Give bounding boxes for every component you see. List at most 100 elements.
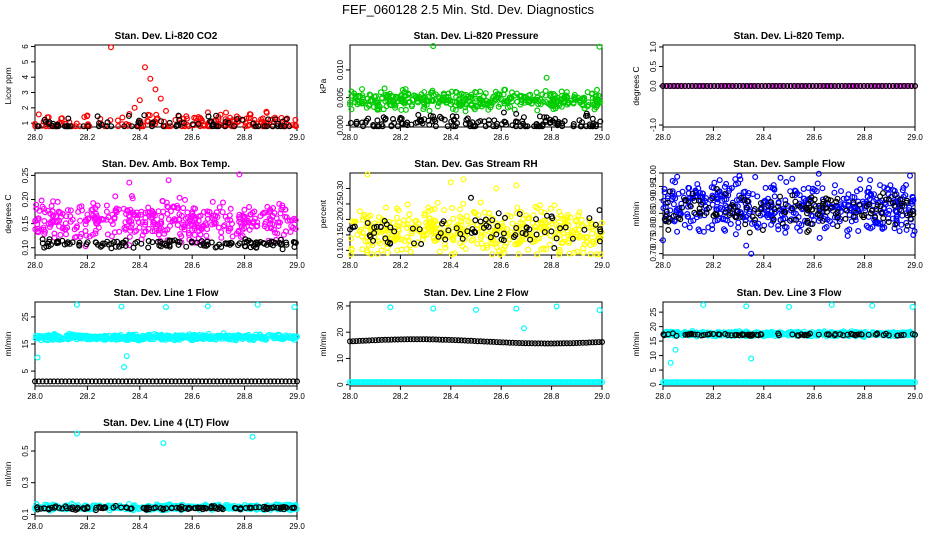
plot2-series1-point xyxy=(423,101,430,108)
plot6-series2-point xyxy=(808,206,815,213)
plot6-xtick-label: 29.0 xyxy=(907,261,923,270)
plot6-series2-point xyxy=(808,194,815,201)
plot4-series2-point xyxy=(270,242,277,249)
plot4-series1-point xyxy=(62,231,69,238)
plot6-series2-point xyxy=(713,211,720,218)
plot6-series2-point xyxy=(885,196,892,203)
plot4-series1-point xyxy=(145,209,152,216)
plot6-series2-point xyxy=(856,201,863,208)
plot5-series2-point xyxy=(435,233,442,240)
plot9-title: Stan. Dev. Line 3 Flow xyxy=(737,288,842,299)
plot6-series2-point xyxy=(823,208,830,215)
plot4-ylabel: degrees C xyxy=(3,194,13,233)
plot4-series2-point xyxy=(93,239,100,246)
plot4-series1-point xyxy=(50,198,57,205)
plot9-series1-point xyxy=(672,346,679,353)
plot2-ylabel: kPa xyxy=(318,78,328,93)
plot6-series1-point xyxy=(744,192,751,199)
plot1-series1-point xyxy=(228,122,235,129)
plot5-series1-point xyxy=(431,206,438,213)
plot2-series1-point xyxy=(452,106,459,113)
plot1-series2-point xyxy=(166,119,173,126)
plot4-series1-point xyxy=(237,215,244,222)
plot8-series1-point xyxy=(553,303,560,310)
plot1-series2-point xyxy=(135,119,142,126)
plot6-series2-point xyxy=(793,216,800,223)
plot1-series2-point xyxy=(255,123,262,130)
plot3-series2-point xyxy=(707,82,714,89)
plot4-series1-point xyxy=(126,219,133,226)
plot5-series1-point xyxy=(575,212,582,219)
plot6-series2-point xyxy=(907,215,914,222)
plot5-series1-point xyxy=(576,209,583,216)
plot4-series1-point xyxy=(136,224,143,231)
plot4-series2-point xyxy=(145,238,152,245)
plot4-series2-point xyxy=(116,243,123,250)
plot2-ytick-label: 0.005 xyxy=(336,87,345,108)
plot7-ytick-label: 5 xyxy=(21,368,30,373)
plot4-series1-point xyxy=(229,233,236,240)
plot7-series1-point xyxy=(272,333,279,340)
plot4-series2-point xyxy=(247,244,254,251)
plot5-series1-point xyxy=(423,219,430,226)
plot7-series1-point xyxy=(188,336,195,343)
plot5-series1-point xyxy=(515,251,522,258)
plot5-series1-point xyxy=(588,224,595,231)
plot5-series1-point xyxy=(587,251,594,258)
plot6-series1-point xyxy=(896,228,903,235)
plot2-series1-point xyxy=(384,92,391,99)
plot7-series1-point xyxy=(73,332,80,339)
plot6-series2-point xyxy=(678,204,685,211)
plot6-series2-point xyxy=(861,212,868,219)
plot5-series1-point xyxy=(446,219,453,226)
plot5-ytick-label: 0.20 xyxy=(336,211,345,227)
plot3-series2-point xyxy=(798,82,805,89)
plot6-series2-point xyxy=(834,214,841,221)
plot2-series1-point xyxy=(466,94,473,101)
plot9-ytick-label: 10 xyxy=(649,351,658,360)
plot6-series2-point xyxy=(827,197,834,204)
plot3-series2-point xyxy=(911,82,918,89)
plot1-series2-point xyxy=(125,112,132,119)
plot6-series2-point xyxy=(670,212,677,219)
plot5-xtick-label: 28.6 xyxy=(493,261,509,270)
plot6-series2-point xyxy=(770,216,777,223)
plot10-ytick-label: 0.5 xyxy=(21,445,30,457)
plot1-ylabel: Licor ppm xyxy=(3,67,13,104)
plot1-xtick-label: 28.4 xyxy=(132,133,148,142)
plot1-series2-point xyxy=(215,123,222,130)
plot5-ytick-label: 0.10 xyxy=(336,242,345,258)
plot4-series1-point xyxy=(94,220,101,227)
plot1-xtick-label: 28.6 xyxy=(184,133,200,142)
plot4-series1-point xyxy=(67,218,74,225)
plot2-series1-point xyxy=(391,101,398,108)
plot3-series2-point xyxy=(835,82,842,89)
plot1-series1-point xyxy=(245,114,252,121)
plot1-series1-point xyxy=(251,116,258,123)
plot1-series1-point xyxy=(233,113,240,120)
plot4-series2-point xyxy=(108,240,115,247)
plot7-xtick-label: 28.4 xyxy=(132,392,148,401)
plot1-xtick-label: 28.2 xyxy=(80,133,96,142)
plot4-series1-point xyxy=(78,207,85,214)
plot2-series1-point xyxy=(550,106,557,113)
plot8-ytick-label: 20 xyxy=(336,327,345,336)
plot1-series1-point xyxy=(258,119,265,126)
plot5-series1-point xyxy=(593,251,600,258)
plot5-series1-point xyxy=(445,225,452,232)
plot4-series2-point xyxy=(248,240,255,247)
plot9-frame xyxy=(662,301,916,387)
plot5-series1-point xyxy=(524,246,531,253)
plot2-series2-point xyxy=(452,123,459,130)
plot10-series1-point xyxy=(160,440,167,447)
plot6-series2-point xyxy=(744,204,751,211)
plot5-series1-point xyxy=(457,206,464,213)
plot6-series2-point xyxy=(776,193,783,200)
plot1-series1-point xyxy=(223,109,230,116)
plot7-title: Stan. Dev. Line 1 Flow xyxy=(114,288,219,299)
plot4-series1-point xyxy=(93,219,100,226)
plot4-series1-point xyxy=(51,234,58,241)
plot4-series2-point xyxy=(260,240,267,247)
plot9-ytick-label: 5 xyxy=(649,367,658,372)
plot1-series2-point xyxy=(231,123,238,130)
